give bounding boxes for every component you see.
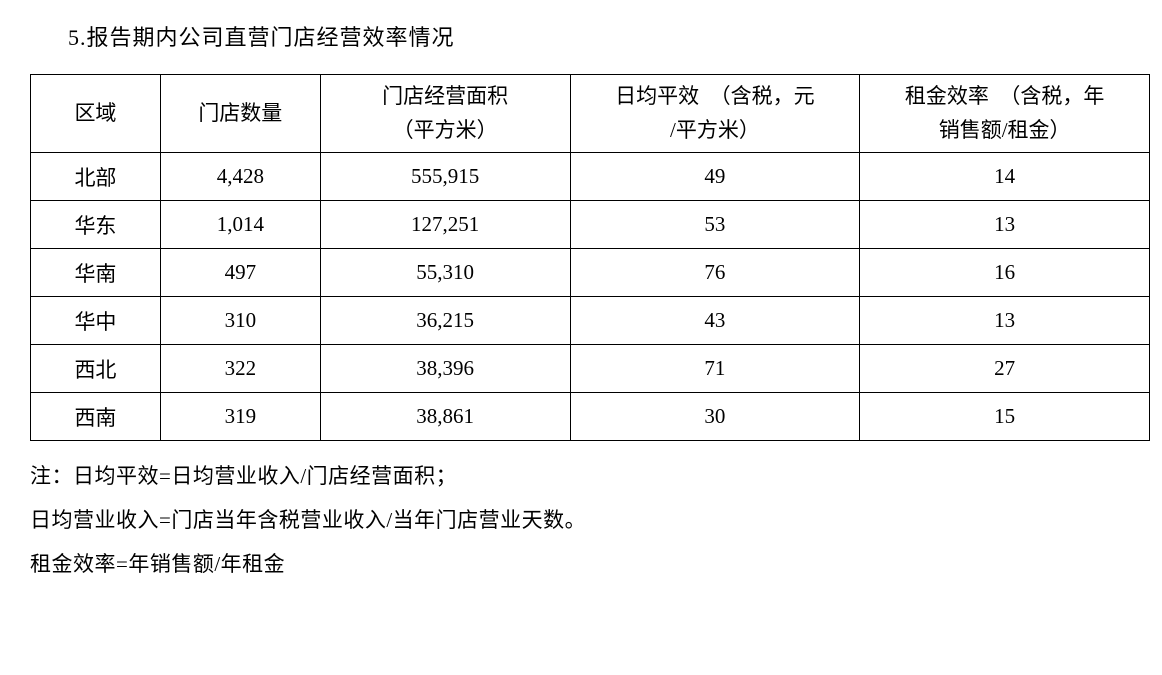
cell-region: 华南	[31, 249, 161, 297]
cell-area: 38,861	[320, 393, 570, 441]
cell-area: 555,915	[320, 153, 570, 201]
cell-rent_eff: 14	[860, 153, 1150, 201]
col-header-renteff-l2: 销售额/租金）	[860, 114, 1149, 148]
cell-daily_eff: 43	[570, 297, 860, 345]
col-header-renteff-l1: 租金效率 （含税，年	[860, 80, 1149, 114]
col-header-renteff: 租金效率 （含税，年 销售额/租金）	[860, 75, 1150, 153]
table-header-row: 区域 门店数量 门店经营面积 （平方米） 日均平效 （含税，元 /平方米） 租金…	[31, 75, 1150, 153]
col-header-count: 门店数量	[160, 75, 320, 153]
col-header-area-l1: 门店经营面积	[321, 80, 570, 114]
cell-daily_eff: 53	[570, 201, 860, 249]
cell-daily_eff: 49	[570, 153, 860, 201]
table-row: 西南31938,8613015	[31, 393, 1150, 441]
cell-region: 华中	[31, 297, 161, 345]
cell-rent_eff: 13	[860, 201, 1150, 249]
col-header-dailyeff-l2: /平方米）	[571, 114, 860, 148]
cell-count: 319	[160, 393, 320, 441]
cell-daily_eff: 30	[570, 393, 860, 441]
cell-count: 497	[160, 249, 320, 297]
note-line: 日均营业收入=门店当年含税营业收入/当年门店营业天数。	[30, 499, 1142, 541]
cell-area: 127,251	[320, 201, 570, 249]
table-row: 华中31036,2154313	[31, 297, 1150, 345]
cell-area: 36,215	[320, 297, 570, 345]
col-header-dailyeff: 日均平效 （含税，元 /平方米）	[570, 75, 860, 153]
table-row: 北部4,428555,9154914	[31, 153, 1150, 201]
cell-count: 4,428	[160, 153, 320, 201]
cell-region: 西北	[31, 345, 161, 393]
cell-rent_eff: 13	[860, 297, 1150, 345]
table-row: 西北32238,3967127	[31, 345, 1150, 393]
cell-region: 西南	[31, 393, 161, 441]
cell-count: 322	[160, 345, 320, 393]
col-header-count-l1: 门店数量	[161, 97, 320, 131]
col-header-dailyeff-l1: 日均平效 （含税，元	[571, 80, 860, 114]
cell-rent_eff: 16	[860, 249, 1150, 297]
note-line: 租金效率=年销售额/年租金	[30, 543, 1142, 585]
note-line: 注：日均平效=日均营业收入/门店经营面积；	[30, 455, 1142, 497]
cell-daily_eff: 76	[570, 249, 860, 297]
col-header-area: 门店经营面积 （平方米）	[320, 75, 570, 153]
cell-area: 55,310	[320, 249, 570, 297]
cell-region: 华东	[31, 201, 161, 249]
table-row: 华南49755,3107616	[31, 249, 1150, 297]
cell-count: 1,014	[160, 201, 320, 249]
cell-rent_eff: 15	[860, 393, 1150, 441]
efficiency-table: 区域 门店数量 门店经营面积 （平方米） 日均平效 （含税，元 /平方米） 租金…	[30, 74, 1150, 441]
col-header-region-l1: 区域	[31, 97, 160, 131]
section-title: 5.报告期内公司直营门店经营效率情况	[68, 20, 1142, 52]
col-header-area-l2: （平方米）	[321, 114, 570, 148]
col-header-region: 区域	[31, 75, 161, 153]
cell-area: 38,396	[320, 345, 570, 393]
notes-block: 注：日均平效=日均营业收入/门店经营面积； 日均营业收入=门店当年含税营业收入/…	[30, 455, 1142, 585]
table-body: 北部4,428555,9154914华东1,014127,2515313华南49…	[31, 153, 1150, 441]
table-row: 华东1,014127,2515313	[31, 201, 1150, 249]
cell-region: 北部	[31, 153, 161, 201]
cell-count: 310	[160, 297, 320, 345]
cell-daily_eff: 71	[570, 345, 860, 393]
cell-rent_eff: 27	[860, 345, 1150, 393]
